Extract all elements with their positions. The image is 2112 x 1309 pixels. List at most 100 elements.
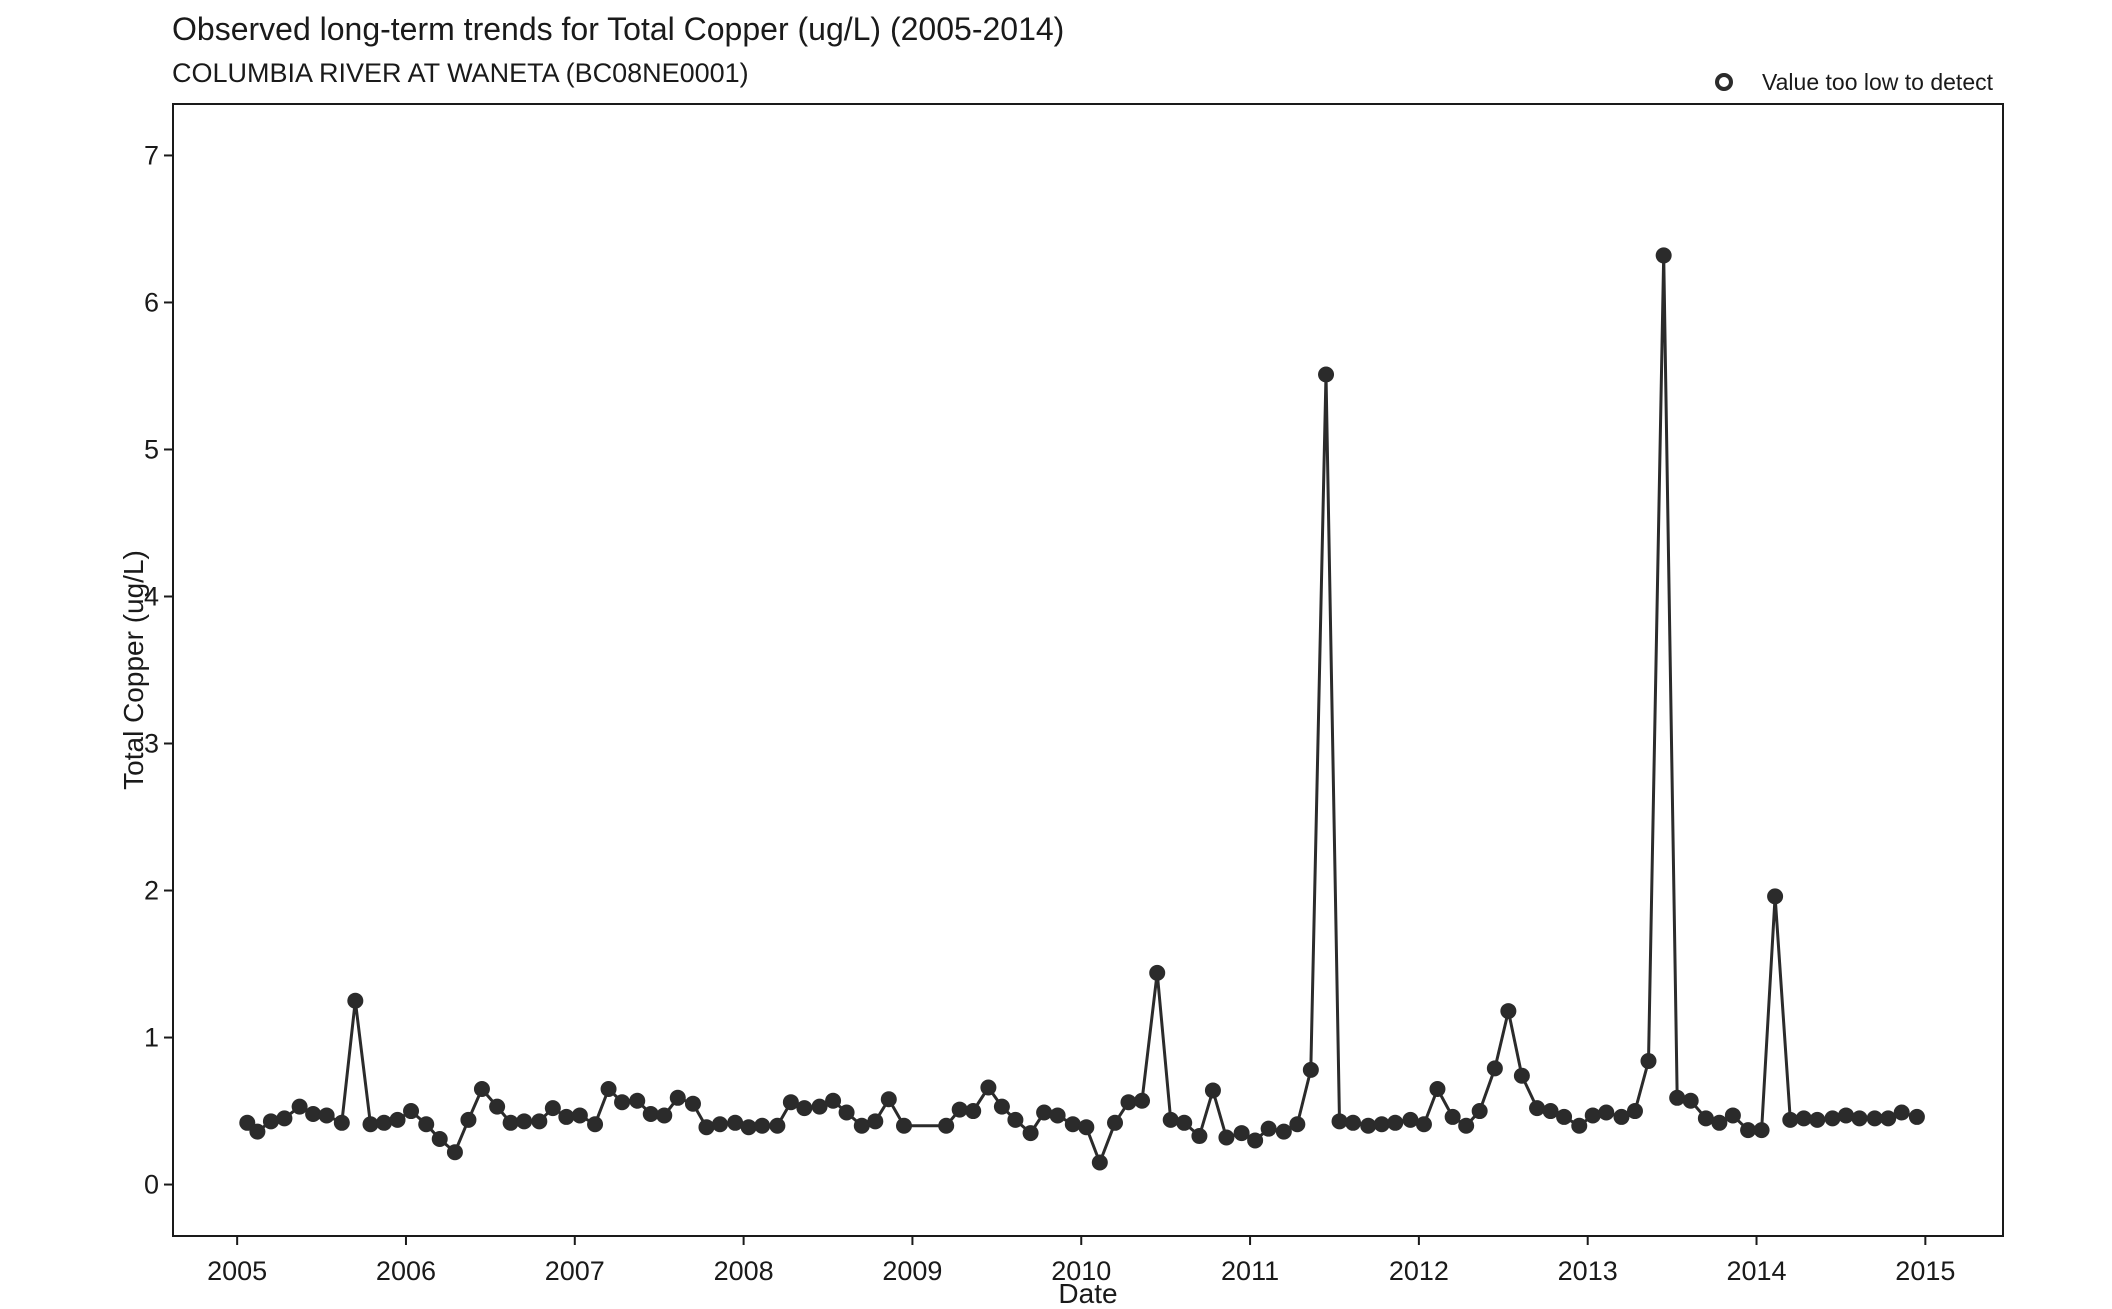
data-point: [1893, 1104, 1910, 1121]
x-tick-label: 2013: [1558, 1256, 1618, 1286]
data-point: [1655, 247, 1672, 264]
data-point: [516, 1113, 533, 1130]
data-point: [1387, 1114, 1404, 1131]
data-point: [347, 992, 364, 1009]
x-axis: 2005 2006 2007 2008 2009 2010 2011 2012 2013 2014…: [207, 1236, 1955, 1286]
plot-panel: [172, 103, 2004, 1237]
data-point: [544, 1100, 561, 1117]
data-point: [825, 1092, 842, 1109]
data-point: [1529, 1100, 1546, 1117]
data-point: [769, 1117, 786, 1134]
data-point: [980, 1079, 997, 1096]
data-point: [473, 1080, 490, 1097]
data-point: [727, 1114, 744, 1131]
data-point: [1091, 1154, 1108, 1171]
data-point: [1233, 1125, 1250, 1142]
data-point: [951, 1101, 968, 1118]
data-point: [1851, 1110, 1868, 1127]
data-point: [1795, 1110, 1812, 1127]
x-tick-label: 2009: [882, 1256, 942, 1286]
data-point: [782, 1094, 799, 1111]
y-tick-label: 2: [144, 876, 159, 906]
data-point: [1162, 1111, 1179, 1128]
data-point: [1415, 1116, 1432, 1133]
chart-subtitle: COLUMBIA RIVER AT WANETA (BC08NE0001): [172, 58, 749, 88]
data-point: [262, 1113, 279, 1130]
data-point: [446, 1144, 463, 1161]
data-point: [796, 1100, 813, 1117]
data-point: [1360, 1117, 1377, 1134]
data-point: [1697, 1110, 1714, 1127]
data-point: [431, 1130, 448, 1147]
data-point: [1373, 1116, 1390, 1133]
data-point: [838, 1104, 855, 1121]
data-point: [1331, 1113, 1348, 1130]
data-point: [1120, 1094, 1137, 1111]
data-point: [362, 1116, 379, 1133]
y-tick-label: 7: [144, 140, 159, 170]
data-point: [1613, 1108, 1630, 1125]
y-tick-label: 6: [144, 287, 159, 317]
data-point: [1402, 1111, 1419, 1128]
data-point: [1134, 1092, 1151, 1109]
data-point: [669, 1089, 686, 1106]
data-point: [1275, 1123, 1292, 1140]
data-point: [418, 1116, 435, 1133]
data-point: [1247, 1132, 1264, 1149]
data-point: [1584, 1107, 1601, 1124]
data-point: [291, 1098, 308, 1115]
data-point: [1176, 1114, 1193, 1131]
data-point: [1782, 1111, 1799, 1128]
data-point: [1571, 1117, 1588, 1134]
data-point: [1724, 1107, 1741, 1124]
data-point: [1007, 1111, 1024, 1128]
data-point: [754, 1117, 771, 1134]
legend-label: Value too low to detect: [1762, 69, 1994, 95]
data-point: [1824, 1110, 1841, 1127]
data-point: [1471, 1103, 1488, 1120]
x-tick-label: 2011: [1221, 1256, 1279, 1286]
data-point: [460, 1111, 477, 1128]
data-point: [938, 1117, 955, 1134]
data-point: [1711, 1114, 1728, 1131]
data-point: [1500, 1003, 1517, 1020]
data-point: [895, 1117, 912, 1134]
data-point: [571, 1107, 588, 1124]
y-tick-label: 0: [144, 1170, 159, 1200]
data-point: [993, 1098, 1010, 1115]
x-tick-label: 2015: [1895, 1256, 1955, 1286]
legend-marker-open-circle: [1715, 73, 1733, 91]
data-point: [276, 1110, 293, 1127]
data-point: [587, 1116, 604, 1133]
y-tick-label: 5: [144, 434, 159, 464]
data-point: [1486, 1060, 1503, 1077]
data-point: [389, 1111, 406, 1128]
data-point: [880, 1091, 897, 1108]
x-tick-label: 2005: [207, 1256, 267, 1286]
data-point: [1669, 1089, 1686, 1106]
x-tick-label: 2008: [714, 1256, 774, 1286]
data-point: [1078, 1119, 1095, 1136]
data-point: [1767, 888, 1784, 905]
data-point: [684, 1095, 701, 1112]
chart-title: Observed long-term trends for Total Copp…: [172, 11, 1064, 47]
series-layer: [239, 247, 1925, 1171]
data-point: [489, 1098, 506, 1115]
data-point: [1036, 1104, 1053, 1121]
data-point: [811, 1098, 828, 1115]
legend: Value too low to detect: [1715, 69, 1994, 95]
data-point: [629, 1092, 646, 1109]
data-point: [1542, 1103, 1559, 1120]
data-point: [1837, 1107, 1854, 1124]
data-point: [1626, 1103, 1643, 1120]
data-point: [558, 1108, 575, 1125]
data-point: [1149, 964, 1166, 981]
data-point: [1260, 1120, 1277, 1137]
data-point: [318, 1107, 335, 1124]
data-point: [1513, 1067, 1530, 1084]
x-tick-label: 2006: [376, 1256, 436, 1286]
y-axis-title: Total Copper (ug/L): [118, 550, 149, 790]
data-point: [711, 1116, 728, 1133]
data-point: [1682, 1092, 1699, 1109]
